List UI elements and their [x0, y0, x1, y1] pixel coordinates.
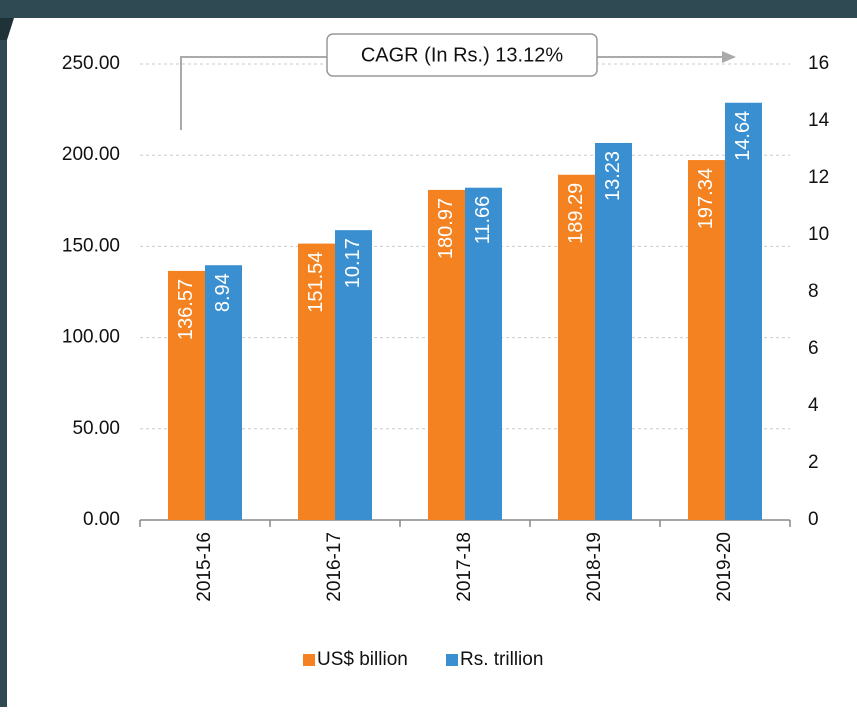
- bar: [725, 102, 762, 520]
- arrow-head: [722, 51, 736, 63]
- annotation: CAGR (In Rs.) 13.12%: [361, 44, 564, 66]
- x-tick-label: 2019-20: [714, 532, 735, 602]
- bar: [688, 160, 725, 521]
- bar: [558, 174, 595, 520]
- value-label: 180.97: [435, 198, 457, 259]
- value-label: 10.17: [342, 238, 364, 288]
- annotation-arrow: [180, 56, 327, 130]
- y-tick-label: 150.00: [62, 235, 120, 256]
- value-label: 151.54: [305, 252, 327, 313]
- y2-tick-label: 2: [808, 452, 819, 473]
- bar: [595, 142, 632, 520]
- value-label: 8.94: [212, 273, 234, 312]
- bar: [428, 189, 465, 521]
- y2-tick-label: 10: [808, 224, 829, 245]
- x-tick-label: 2018-19: [584, 532, 605, 602]
- legend-swatch: [446, 654, 458, 666]
- legend-label: Rs. trillion: [460, 649, 543, 670]
- x-tick-label: 2016-17: [324, 532, 345, 602]
- value-label: 11.66: [472, 196, 494, 245]
- value-label: 197.34: [695, 168, 717, 229]
- value-label: 189.29: [565, 183, 587, 244]
- bar: [335, 230, 372, 520]
- x-tick-label: 2017-18: [454, 532, 475, 602]
- bar: [465, 187, 502, 520]
- value-label: 136.57: [175, 279, 197, 340]
- left-band: [0, 18, 7, 707]
- legend-label: US$ billion: [317, 649, 408, 670]
- corner: [0, 18, 14, 40]
- y2-tick-label: 16: [808, 53, 829, 74]
- y2-tick-label: 12: [808, 167, 829, 188]
- bar: [168, 270, 205, 520]
- x-tick-label: 2015-16: [194, 532, 215, 602]
- y2-tick-label: 14: [808, 110, 830, 131]
- y2-tick-label: 4: [808, 395, 819, 416]
- y2-tick-label: 6: [808, 338, 819, 359]
- y-tick-label: 250.00: [62, 53, 120, 74]
- y-tick-label: 100.00: [62, 327, 120, 348]
- y-tick-label: 0.00: [83, 509, 120, 530]
- y-tick-label: 50.00: [72, 418, 120, 439]
- bar: [205, 265, 242, 520]
- legend-swatch: [303, 654, 315, 666]
- top-band: [0, 0, 857, 18]
- y2-tick-label: 0: [808, 509, 819, 530]
- value-label: 14.64: [732, 111, 754, 161]
- y2-tick-label: 8: [808, 281, 819, 302]
- value-label: 13.23: [602, 151, 624, 201]
- plot-area: 0.00 50.00 100.00 150.00 200.00 250.00 0 2 4 6 8 10…: [62, 53, 830, 670]
- annotation-box: [326, 33, 598, 77]
- bar: [298, 243, 335, 520]
- y-tick-label: 200.00: [62, 144, 120, 165]
